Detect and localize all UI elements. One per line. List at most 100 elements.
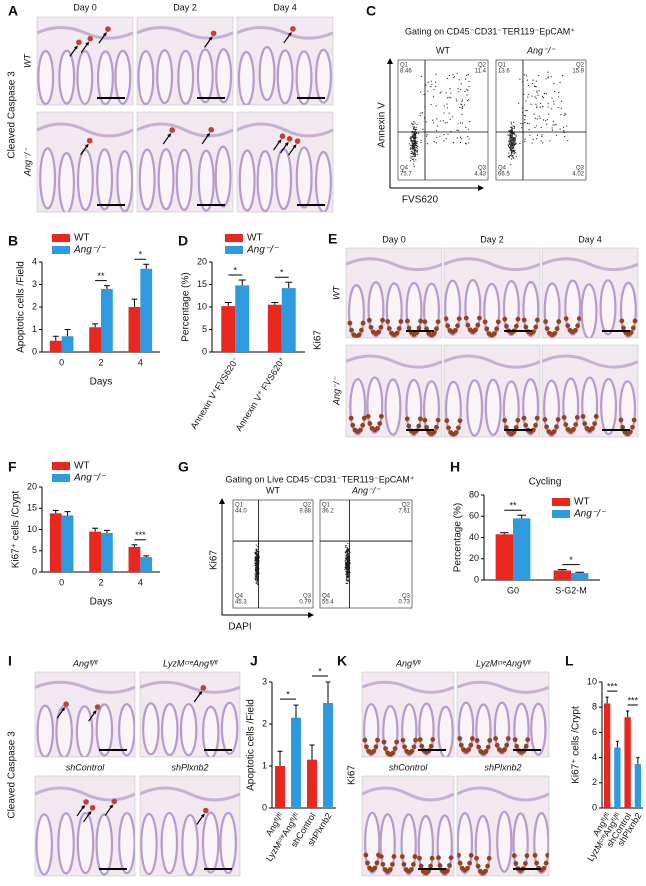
- event-dot: [555, 134, 558, 136]
- epithelium: [457, 680, 549, 694]
- crypt: [619, 281, 637, 338]
- ki67-nucleus: [545, 852, 549, 858]
- ki67-nucleus: [398, 319, 404, 324]
- image-title: Angᶠˡ/ᶠˡ: [395, 658, 421, 668]
- ki67-nucleus: [370, 329, 376, 335]
- event-dot: [510, 135, 512, 137]
- event-dot: [457, 123, 459, 125]
- event-dot: [413, 153, 415, 156]
- event-dot: [510, 153, 512, 155]
- event-dot: [413, 163, 415, 165]
- event-dot: [416, 153, 419, 156]
- event-dot: [452, 142, 455, 144]
- quadrant-label: Q1: [322, 503, 331, 509]
- epithelium: [444, 257, 540, 272]
- ki67-nucleus: [424, 424, 429, 430]
- event-dot: [513, 133, 515, 135]
- event-dot: [547, 76, 550, 78]
- event-dot: [346, 577, 348, 579]
- ki67-nucleus: [411, 744, 417, 750]
- x-tick-label: 0: [59, 357, 64, 367]
- apoptotic-cell: [94, 704, 101, 710]
- event-dot: [468, 142, 470, 144]
- event-dot: [510, 121, 512, 124]
- event-dot: [413, 165, 415, 167]
- quadrant-label: Q4: [322, 594, 331, 600]
- ki67-nucleus: [512, 737, 518, 743]
- ki67-nucleus: [455, 323, 460, 329]
- event-dot: [511, 144, 513, 146]
- crypt: [513, 702, 530, 756]
- event-dot: [347, 579, 349, 581]
- ki67-nucleus: [506, 429, 512, 435]
- arrow-head: [73, 45, 78, 50]
- tile-border: [541, 247, 639, 339]
- bar: [235, 285, 250, 352]
- y-tick-label: 4: [32, 256, 37, 266]
- ki67-nucleus: [556, 319, 562, 324]
- event-dot: [425, 135, 428, 137]
- event-dot: [420, 112, 422, 114]
- ki67-nucleus: [359, 327, 364, 333]
- event-dot: [256, 581, 258, 583]
- ki67-nucleus: [417, 737, 423, 742]
- ki67-nucleus: [457, 736, 463, 741]
- ki67-nucleus: [390, 861, 395, 867]
- event-dot: [509, 138, 511, 141]
- epithelium: [457, 786, 549, 802]
- crypt: [58, 152, 76, 212]
- legend-swatch: [225, 234, 243, 242]
- event-dot: [414, 152, 416, 154]
- arrow-head: [277, 139, 282, 144]
- bar: [49, 513, 62, 572]
- event-dot: [430, 103, 432, 106]
- arrow-head: [84, 143, 89, 148]
- ki67-nucleus: [522, 861, 528, 866]
- event-dot: [542, 105, 544, 108]
- event-dot: [511, 150, 513, 153]
- event-dot: [413, 139, 415, 141]
- histology-image: [137, 17, 233, 105]
- event-dot: [445, 138, 447, 140]
- legend-swatch: [552, 498, 570, 506]
- event-dot: [256, 563, 258, 565]
- event-dot: [560, 100, 563, 102]
- y-tick-label: 3: [262, 676, 267, 686]
- event-dot: [256, 566, 258, 568]
- event-dot: [551, 127, 553, 129]
- event-dot: [346, 562, 349, 564]
- event-dot: [410, 147, 412, 149]
- ki67-nucleus: [348, 415, 354, 421]
- event-dot: [461, 107, 463, 109]
- legend-label: WT: [74, 233, 90, 244]
- event-dot: [439, 120, 441, 122]
- event-dot: [510, 123, 512, 125]
- quadrant-label: Q3: [402, 594, 411, 600]
- ki67-nucleus: [404, 416, 410, 422]
- event-dot: [536, 118, 538, 120]
- quadrant-value: 44.0: [235, 509, 247, 515]
- ki67-nucleus: [378, 324, 384, 330]
- event-dot: [526, 109, 528, 112]
- crypt: [160, 702, 179, 757]
- panel-letter: D: [178, 233, 188, 249]
- x-axis-label: Days: [90, 377, 113, 388]
- legend-swatch: [225, 246, 243, 254]
- event-dot: [411, 140, 413, 143]
- event-dot: [518, 102, 520, 104]
- event-dot: [508, 140, 510, 142]
- event-dot: [415, 159, 417, 161]
- arrow-head: [102, 32, 107, 37]
- event-dot: [457, 129, 459, 132]
- ki67-nucleus: [561, 415, 567, 420]
- ki67-nucleus: [503, 425, 509, 430]
- event-dot: [510, 164, 512, 166]
- ki67-nucleus: [457, 418, 463, 424]
- event-dot: [541, 135, 543, 138]
- tile-border: [443, 344, 541, 438]
- ki67-nucleus: [419, 743, 425, 749]
- ki67-nucleus: [475, 322, 481, 328]
- event-dot: [509, 147, 511, 149]
- y-tick-label: 20: [27, 481, 37, 491]
- event-dot: [255, 579, 257, 581]
